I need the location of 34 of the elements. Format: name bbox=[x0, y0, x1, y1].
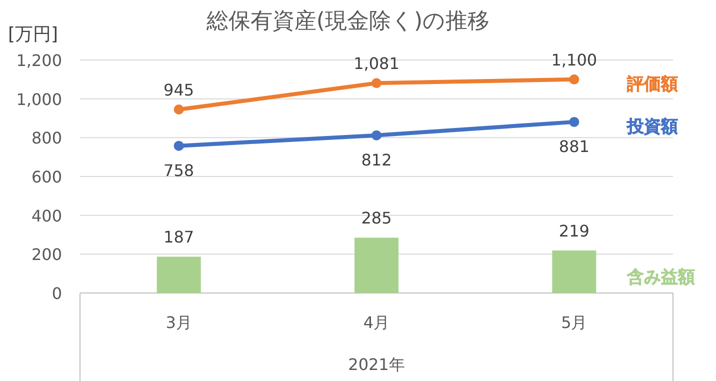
data-label: 219 bbox=[558, 221, 590, 240]
y-tick-label: 200 bbox=[31, 245, 62, 264]
data-label: 1,081 bbox=[354, 54, 400, 74]
x-axis-title: 2021年 bbox=[348, 355, 405, 374]
y-tick-label: 0 bbox=[52, 284, 62, 303]
point bbox=[569, 74, 580, 84]
data-label: 881 bbox=[558, 136, 590, 156]
text: 評価額 bbox=[626, 74, 678, 94]
data-label: 285 bbox=[361, 208, 392, 228]
bar bbox=[354, 238, 398, 293]
point bbox=[569, 116, 580, 127]
y-tick-label: 800 bbox=[31, 128, 62, 148]
text: 投資額 bbox=[626, 116, 678, 137]
data-label: 812 bbox=[361, 150, 392, 170]
x-tick-label: 3月 bbox=[166, 313, 192, 332]
bar bbox=[156, 256, 201, 293]
y-tick-label: 400 bbox=[31, 206, 62, 226]
chart-title: 総保有資産(現金除く)の推移 bbox=[205, 9, 490, 34]
data-label: 758 bbox=[164, 160, 194, 180]
data-label: 187 bbox=[164, 228, 194, 247]
x-tick-label: 5月 bbox=[561, 313, 588, 332]
x-tick-label: 4月 bbox=[363, 313, 390, 332]
series-label: 含み益額 bbox=[626, 267, 695, 288]
bar bbox=[552, 250, 596, 293]
point bbox=[372, 130, 382, 140]
y-tick-label: 1,200 bbox=[16, 51, 62, 70]
point bbox=[174, 140, 184, 151]
y-tick-label: 600 bbox=[31, 168, 62, 186]
point bbox=[174, 104, 184, 115]
y-tick-label: 1,000 bbox=[16, 90, 62, 109]
data-label: 945 bbox=[164, 80, 194, 100]
point bbox=[372, 78, 382, 88]
data-label: 1,100 bbox=[551, 50, 598, 70]
y-axis-title: [万円] bbox=[8, 24, 58, 45]
